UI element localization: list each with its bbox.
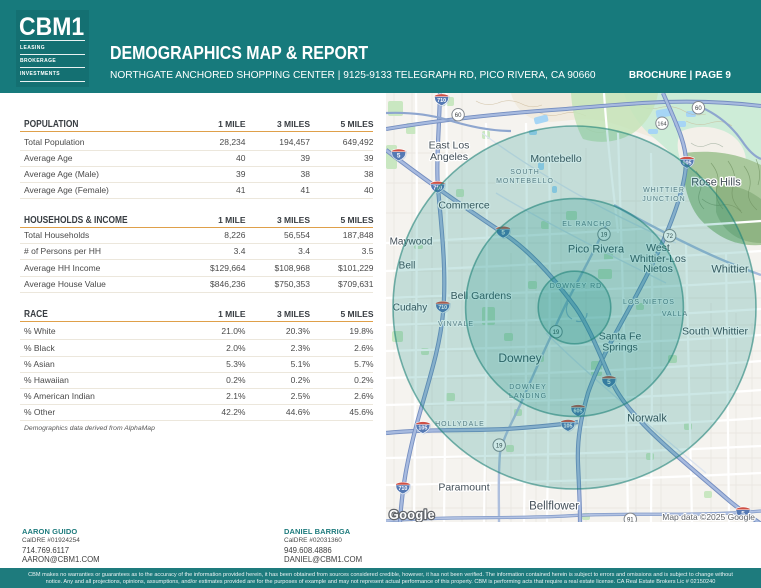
svg-text:605: 605 [574,409,583,415]
svg-text:MONTEBELLO: MONTEBELLO [496,178,554,185]
svg-text:VINVALE: VINVALE [438,321,474,328]
svg-text:LANDING: LANDING [509,393,547,400]
svg-text:19: 19 [553,330,560,336]
svg-text:710: 710 [398,486,407,492]
svg-text:Bellflower: Bellflower [529,501,579,513]
svg-text:60: 60 [695,106,702,112]
svg-text:Whittier-Los: Whittier-Los [630,253,686,265]
svg-text:West: West [646,242,670,254]
svg-text:164: 164 [657,121,666,127]
svg-text:HOLLYDALE: HOLLYDALE [435,421,485,428]
svg-text:Google: Google [389,508,435,522]
svg-text:WHITTIER: WHITTIER [643,187,685,194]
svg-text:710: 710 [438,305,447,311]
svg-text:South Whittier: South Whittier [682,326,748,338]
svg-text:Pico Rivera: Pico Rivera [568,244,625,256]
svg-text:5: 5 [397,152,401,159]
svg-text:105: 105 [418,426,427,432]
svg-text:5: 5 [501,230,505,237]
svg-text:60: 60 [455,113,462,119]
svg-text:91: 91 [627,518,634,522]
svg-text:JUNCTION: JUNCTION [642,196,685,203]
svg-text:5: 5 [607,379,611,386]
svg-text:710: 710 [437,98,446,104]
svg-text:Norwalk: Norwalk [627,413,667,425]
svg-text:Downey: Downey [498,351,541,365]
svg-text:105: 105 [564,424,573,430]
svg-text:Angeles: Angeles [430,151,468,163]
svg-text:Bell: Bell [399,261,416,272]
svg-text:Santa Fe: Santa Fe [599,331,642,343]
svg-text:Paramount: Paramount [438,482,489,494]
svg-text:Map data ©2025 Google: Map data ©2025 Google [662,512,755,522]
svg-text:72: 72 [666,234,673,240]
svg-text:SOUTH: SOUTH [510,169,540,176]
svg-text:605: 605 [683,161,692,167]
svg-text:Maywood: Maywood [390,237,433,248]
svg-text:LOS NIETOS: LOS NIETOS [623,299,675,306]
svg-text:East Los: East Los [429,140,470,152]
svg-text:Cudahy: Cudahy [393,303,427,314]
svg-text:Whittier: Whittier [711,264,749,276]
svg-text:DOWNEY: DOWNEY [509,384,547,391]
svg-text:DOWNEY RD: DOWNEY RD [550,283,602,290]
svg-text:Springs: Springs [602,342,638,354]
svg-text:Commerce: Commerce [438,200,490,212]
svg-text:19: 19 [496,443,503,449]
svg-text:19: 19 [601,233,608,239]
svg-text:VALLA: VALLA [662,311,688,318]
svg-text:Nietos: Nietos [643,263,673,275]
svg-text:EL RANCHO: EL RANCHO [562,221,612,228]
svg-text:Montebello: Montebello [530,153,582,165]
svg-text:5: 5 [741,510,745,517]
